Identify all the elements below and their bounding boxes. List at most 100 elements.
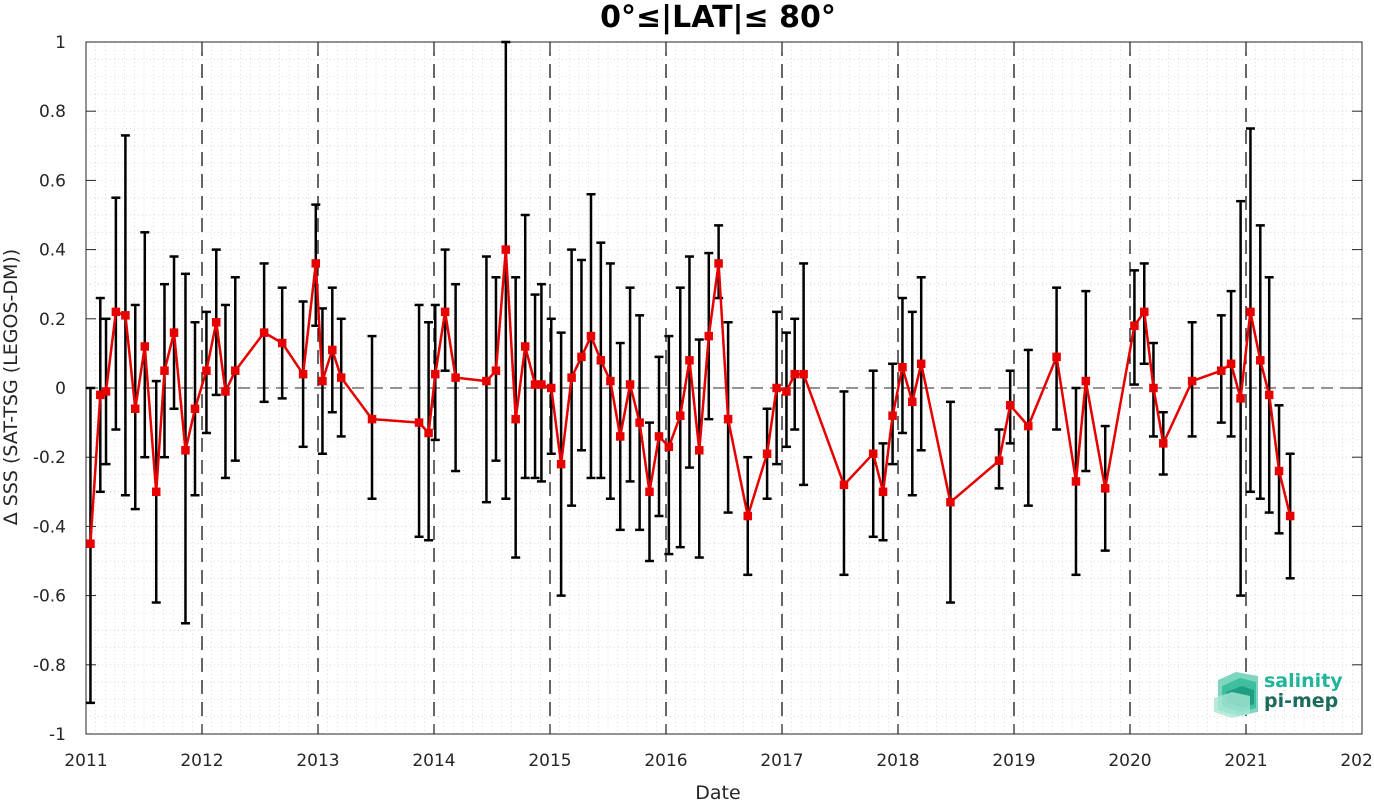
data-point-marker [328, 345, 337, 355]
data-point-marker [520, 342, 530, 351]
data-point-marker [1100, 484, 1110, 493]
data-point-marker [625, 380, 635, 389]
data-point-marker [898, 362, 907, 372]
data-point-marker [664, 442, 674, 452]
data-point-marker [676, 411, 685, 420]
data-point-marker [868, 449, 878, 458]
x-tick-label: 2021 [1224, 751, 1267, 771]
y-tick-labels: 1 0.8 0.6 0.4 0.2 0 -0.2 -0.4 -0.6 -0.8 -1 [33, 33, 66, 745]
data-point-marker [111, 307, 121, 317]
data-point-marker [1264, 390, 1274, 400]
data-point-marker [259, 328, 269, 337]
y-tick-label: -0.8 [33, 656, 66, 676]
data-point-marker [1274, 466, 1284, 476]
data-point-marker [916, 359, 926, 369]
data-point-marker [160, 366, 169, 375]
data-point-marker [202, 366, 211, 375]
data-point-marker [1149, 383, 1158, 393]
data-point-marker [645, 487, 654, 497]
y-tick-label: -1 [49, 725, 66, 745]
data-point-marker [1005, 401, 1015, 410]
data-point-marker [121, 311, 130, 320]
x-tick-labels: 2011 2012 2013 2014 2015 2016 2017 2018 2019 2020… [64, 751, 1374, 771]
data-point-marker [1246, 307, 1255, 317]
data-point-marker [181, 446, 190, 455]
y-tick-label: 0.6 [39, 171, 66, 191]
data-point-marker [839, 480, 849, 490]
data-point-marker [888, 411, 897, 420]
data-point-marker [451, 373, 460, 382]
year-separators [201, 42, 1247, 734]
data-point-marker [1187, 376, 1197, 386]
grid [86, 41, 1362, 735]
data-point-marker [86, 539, 95, 548]
data-point-marker [547, 383, 556, 393]
y-tick-label: 0.8 [39, 102, 66, 122]
data-point-marker [151, 487, 161, 497]
data-point-marker [424, 428, 433, 438]
data-point-marker [606, 376, 615, 386]
data-point-marker [440, 307, 450, 317]
data-point-marker [695, 446, 704, 455]
data-point-marker [1081, 376, 1091, 386]
data-point-marker [431, 369, 440, 379]
y-tick-label: 0.2 [39, 310, 66, 330]
data-point-marker [221, 387, 230, 396]
data-point-marker [994, 456, 1004, 465]
x-tick-label: 2020 [1108, 751, 1151, 771]
x-tick-label: 2016 [644, 751, 687, 771]
data-point-marker [596, 356, 606, 365]
x-tick-label: 2011 [64, 751, 107, 771]
x-tick-label: 2017 [760, 751, 803, 771]
data-point-marker [1236, 394, 1245, 403]
data-point-marker [511, 414, 520, 424]
data-point-marker [704, 331, 714, 341]
data-point-marker [231, 366, 240, 375]
data-point-marker [1024, 421, 1033, 431]
data-point-marker [1256, 356, 1265, 365]
data-point-marker [277, 338, 287, 348]
logo-text-pimep: pi-mep [1264, 690, 1338, 712]
data-point-marker [790, 369, 799, 379]
logo-text-salinity: salinity [1264, 670, 1343, 692]
data-point-marker [131, 404, 140, 414]
data-point-marker [311, 259, 321, 268]
x-tick-label: 2012 [180, 751, 223, 771]
data-point-marker [1159, 439, 1168, 448]
data-point-marker [298, 369, 308, 379]
x-tick-label: 2013 [296, 751, 339, 771]
y-tick-label: 1 [55, 33, 66, 53]
data-point-marker [615, 432, 625, 441]
data-point-marker [140, 342, 150, 351]
data-point-marker [635, 418, 644, 427]
y-tick-label: 0.4 [39, 241, 66, 261]
data-point-marker [169, 328, 179, 337]
data-point-marker [1217, 366, 1226, 375]
data-point-marker [1071, 477, 1081, 486]
x-tick-label: 2019 [992, 751, 1035, 771]
data-point-marker [723, 414, 733, 424]
data-point-marker [654, 432, 664, 441]
y-tick-label: 0 [55, 379, 66, 399]
chart-title: 0°≤|LAT|≤ 80° [600, 0, 836, 35]
y-axis-label: Δ SSS (SAT-TSG (LEGOS-DM)) [0, 249, 22, 525]
data-point-marker [414, 418, 424, 427]
y-tick-label: -0.4 [33, 517, 66, 537]
data-point-marker [318, 376, 327, 386]
data-point-marker [491, 366, 501, 375]
data-point-marker [190, 404, 200, 414]
data-point-marker [772, 383, 781, 393]
data-point-marker [782, 387, 791, 396]
data-point-marker [501, 245, 511, 254]
data-point-marker [367, 414, 377, 424]
data-point-marker [946, 497, 955, 507]
x-axis-label: Date [695, 782, 740, 801]
data-point-marker [1226, 359, 1236, 369]
data-point-marker [878, 487, 888, 497]
data-point-marker [586, 331, 596, 341]
y-tick-label: -0.6 [33, 587, 66, 607]
data-point-marker [577, 352, 586, 362]
data-point-marker [1285, 511, 1295, 521]
data-point-marker [685, 356, 694, 365]
